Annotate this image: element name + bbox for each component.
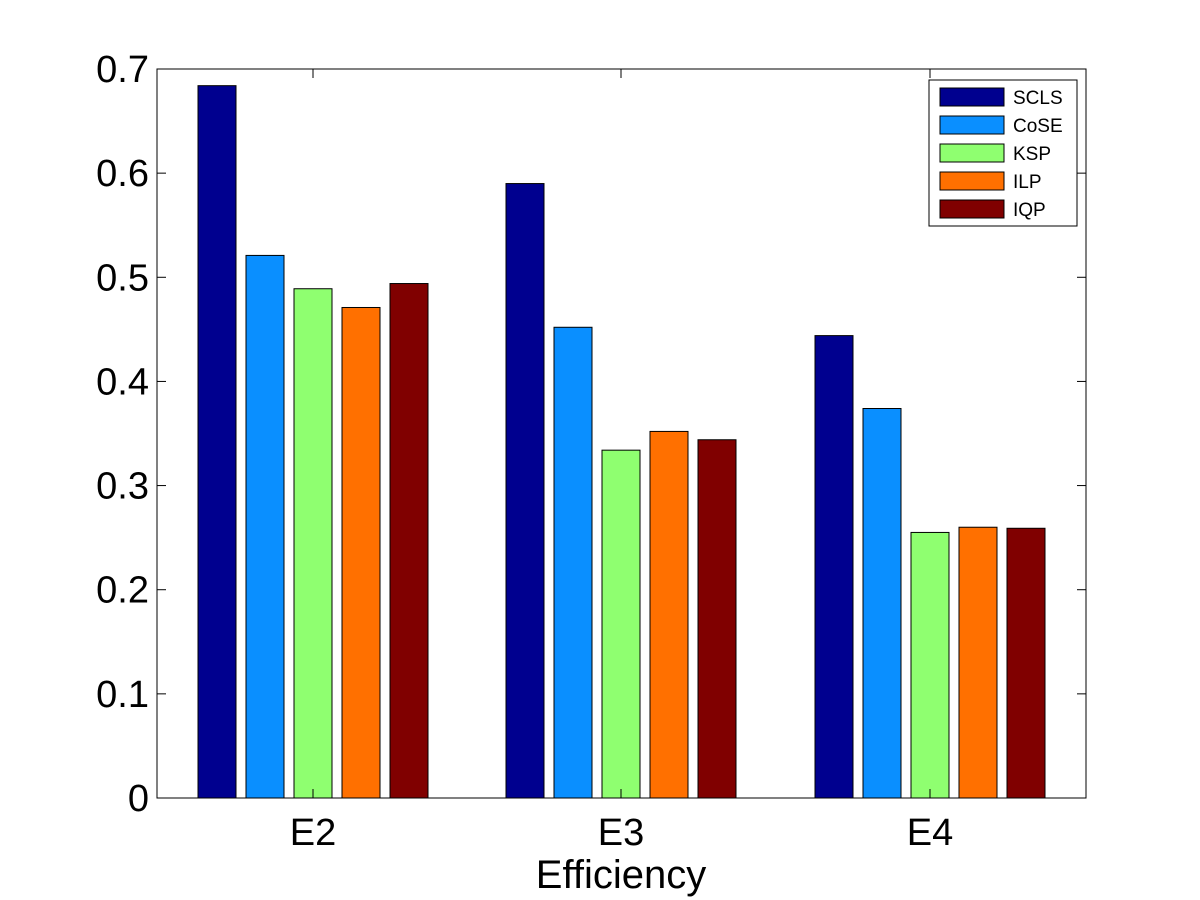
y-tick-label: 0.2 bbox=[96, 570, 149, 612]
y-tick-label: 0.6 bbox=[96, 153, 149, 195]
legend-label-scls: SCLS bbox=[1013, 88, 1063, 109]
x-tick-label-e3: E3 bbox=[598, 812, 644, 854]
y-tick-label: 0 bbox=[128, 778, 149, 820]
bar-cose-e3 bbox=[554, 327, 592, 798]
bar-ksp-e2 bbox=[294, 289, 332, 798]
legend-swatch-iqp bbox=[940, 200, 1004, 218]
x-tick-label-e4: E4 bbox=[907, 812, 953, 854]
bar-scls-e4 bbox=[815, 336, 853, 798]
bar-iqp-e4 bbox=[1007, 528, 1045, 798]
bar-cose-e2 bbox=[246, 255, 284, 798]
legend-swatch-ilp bbox=[940, 172, 1004, 190]
bar-ilp-e4 bbox=[959, 527, 997, 798]
y-tick-label: 0.4 bbox=[96, 361, 149, 403]
bar-scls-e3 bbox=[506, 184, 544, 798]
bar-scls-e2 bbox=[198, 86, 236, 798]
bar-ksp-e4 bbox=[911, 532, 949, 798]
y-tick-label: 0.1 bbox=[96, 674, 149, 716]
x-axis-label: Efficiency bbox=[536, 853, 706, 897]
legend-label-ilp: ILP bbox=[1013, 172, 1042, 193]
y-tick-label: 0.7 bbox=[96, 49, 149, 91]
legend-swatch-scls bbox=[940, 88, 1004, 106]
x-tick-label-e2: E2 bbox=[290, 812, 336, 854]
bar-ilp-e3 bbox=[650, 431, 688, 798]
legend-swatch-cose bbox=[940, 116, 1004, 134]
y-tick-label: 0.5 bbox=[96, 257, 149, 299]
legend-label-ksp: KSP bbox=[1013, 144, 1051, 165]
bar-iqp-e2 bbox=[390, 284, 428, 798]
bar-iqp-e3 bbox=[698, 440, 736, 798]
legend-label-cose: CoSE bbox=[1013, 116, 1063, 137]
bar-cose-e4 bbox=[863, 409, 901, 798]
legend-label-iqp: IQP bbox=[1013, 200, 1046, 221]
legend: SCLS CoSE KSP ILP IQP bbox=[929, 80, 1077, 226]
bar-ksp-e3 bbox=[602, 450, 640, 798]
bar-ilp-e2 bbox=[342, 307, 380, 798]
y-tick-label: 0.3 bbox=[96, 466, 149, 508]
legend-swatch-ksp bbox=[940, 144, 1004, 162]
